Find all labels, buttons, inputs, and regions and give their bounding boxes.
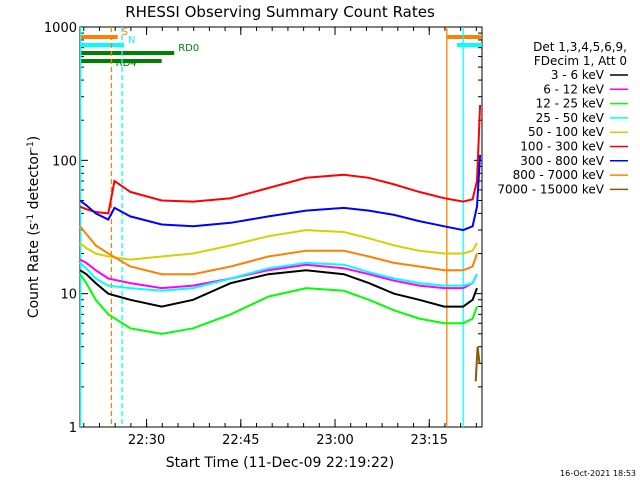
- x-tick-label: 23:15: [411, 433, 448, 448]
- series-line-7: [79, 225, 478, 276]
- series-line-4: [79, 229, 478, 261]
- generation-timestamp: 16-Oct-2021 18:53: [560, 469, 636, 478]
- y-tick-label: 1: [69, 421, 77, 436]
- series-line-3: [79, 261, 478, 292]
- segment-label-rd0: RD0: [178, 43, 199, 54]
- segment-label-n: N: [128, 35, 135, 46]
- x-tick-label: 23:00: [316, 433, 353, 448]
- legend: Det 1,3,4,5,6,9, FDecim 1, Att 0 3 - 6 k…: [497, 40, 628, 196]
- legend-label-8: 7000 - 15000 keV: [497, 182, 604, 196]
- series-line-0: [79, 269, 478, 308]
- y-tick-label: 1000: [44, 21, 77, 36]
- energy-band-series: [79, 104, 482, 382]
- y-tick-label: 10: [60, 288, 77, 303]
- legend-label-7: 800 - 7000 keV: [513, 168, 605, 182]
- segment-label-s: S: [122, 27, 128, 38]
- legend-label-4: 50 - 100 keV: [528, 125, 605, 139]
- plot-border: [79, 26, 483, 428]
- plot-area: [79, 26, 483, 428]
- series-line-5: [79, 104, 482, 215]
- legend-label-5: 100 - 300 keV: [520, 140, 604, 154]
- y-axis-label-sup1: -1: [26, 214, 36, 223]
- y-axis-label-sup2: -1: [26, 141, 36, 150]
- legend-header-line-2: FDecim 1, Att 0: [534, 54, 627, 68]
- observing-segment-bars: SN RD0 RD4: [80, 27, 482, 69]
- y-axis-label-end: ): [26, 136, 42, 141]
- series-line-8: [474, 346, 481, 382]
- y-axis-label-main: Count Rate (s: [26, 223, 42, 318]
- axis-ticks: 22:30 22:45 23:00 23:15 1 10 100 1000: [44, 21, 482, 448]
- legend-label-6: 300 - 800 keV: [520, 154, 604, 168]
- chart-title: RHESSI Observing Summary Count Rates: [125, 3, 435, 21]
- legend-label-2: 12 - 25 keV: [536, 97, 605, 111]
- series-line-1: [79, 258, 478, 290]
- y-tick-label: 100: [52, 154, 77, 169]
- legend-label-3: 25 - 50 keV: [536, 111, 605, 125]
- y-axis-label: Count Rate (s-1 detector-1): [26, 136, 42, 318]
- legend-header-line-1: Det 1,3,4,5,6,9,: [533, 40, 627, 54]
- y-axis-label-mid: detector: [26, 150, 42, 214]
- x-axis-label: Start Time (11-Dec-09 22:19:22): [166, 455, 394, 471]
- series-line-2: [79, 273, 478, 335]
- segment-label-rd4: RD4: [116, 58, 137, 69]
- legend-label-1: 6 - 12 keV: [543, 82, 605, 96]
- x-tick-label: 22:30: [128, 433, 165, 448]
- x-tick-label: 22:45: [222, 433, 259, 448]
- legend-label-0: 3 - 6 keV: [551, 68, 605, 82]
- segment-boundary-lines: [79, 27, 464, 427]
- series-line-6: [79, 154, 482, 232]
